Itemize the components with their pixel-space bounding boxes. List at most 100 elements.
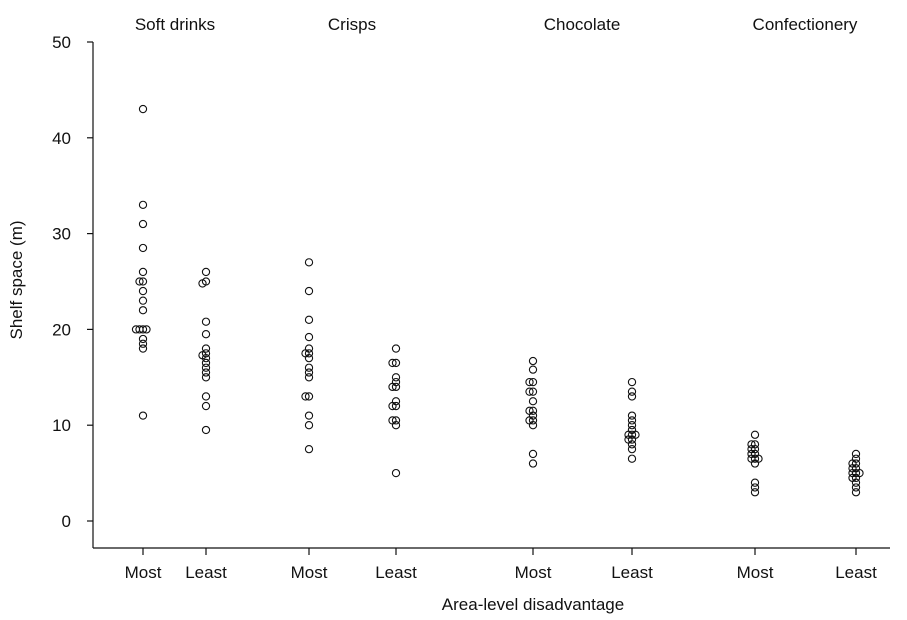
data-point xyxy=(138,200,148,210)
group-label: Chocolate xyxy=(544,15,621,34)
data-point xyxy=(627,454,637,463)
x-tick-label: Most xyxy=(515,563,552,582)
data-point xyxy=(201,363,211,372)
data-point xyxy=(750,483,760,492)
data-points xyxy=(131,104,864,497)
data-point xyxy=(627,411,637,420)
data-point xyxy=(201,368,211,377)
data-point xyxy=(627,435,637,444)
data-point xyxy=(627,444,637,454)
data-point xyxy=(138,334,148,344)
data-point xyxy=(138,339,148,348)
data-point xyxy=(138,219,148,229)
data-point xyxy=(304,286,314,296)
data-point xyxy=(142,325,151,334)
x-tick-label: Most xyxy=(737,563,774,582)
data-point xyxy=(304,353,314,363)
group-label: Soft drinks xyxy=(135,15,215,34)
group-label: Confectionery xyxy=(753,15,858,34)
data-point xyxy=(388,358,397,368)
x-tick-label: Least xyxy=(611,563,653,582)
data-point xyxy=(138,243,148,253)
data-point xyxy=(388,401,397,411)
x-ticks: Most Least Most Least Most Least Most Least xyxy=(125,548,877,582)
y-tick-label: 50 xyxy=(52,33,71,52)
data-point xyxy=(138,411,148,420)
y-tick-label: 20 xyxy=(52,320,71,339)
data-point xyxy=(201,373,211,382)
data-point xyxy=(201,317,211,326)
data-point xyxy=(627,377,637,387)
data-point xyxy=(304,411,314,420)
data-point xyxy=(528,397,538,406)
data-point xyxy=(851,488,861,497)
data-point xyxy=(304,392,314,401)
data-point xyxy=(138,296,148,305)
y-axis-title: Shelf space (m) xyxy=(7,220,26,339)
data-point xyxy=(528,416,538,425)
data-point xyxy=(138,104,148,114)
data-point xyxy=(304,363,314,372)
data-point xyxy=(138,267,148,277)
data-point xyxy=(304,349,314,358)
data-point xyxy=(750,478,760,487)
data-point xyxy=(201,392,211,401)
data-point xyxy=(201,358,211,368)
y-tick-label: 30 xyxy=(52,225,71,244)
data-point xyxy=(304,373,314,382)
data-point xyxy=(201,425,211,435)
data-point xyxy=(750,459,760,468)
data-point xyxy=(750,454,760,463)
data-point xyxy=(391,468,401,478)
data-point xyxy=(851,473,861,483)
data-point xyxy=(201,267,211,277)
y-tick-label: 40 xyxy=(52,129,71,148)
data-point xyxy=(750,430,760,439)
data-point xyxy=(525,377,534,387)
data-point xyxy=(138,306,148,315)
group-label: Crisps xyxy=(328,15,376,34)
data-point xyxy=(528,356,538,366)
x-tick-label: Most xyxy=(291,563,328,582)
data-point xyxy=(627,392,637,401)
data-point xyxy=(304,368,314,377)
data-point xyxy=(528,459,538,468)
data-point xyxy=(627,440,637,449)
data-point xyxy=(138,277,148,286)
x-tick-label: Least xyxy=(835,563,877,582)
data-point xyxy=(851,483,861,492)
data-point xyxy=(201,330,211,339)
axes xyxy=(92,42,890,549)
data-point xyxy=(525,387,534,396)
data-point xyxy=(391,373,401,382)
data-point xyxy=(391,416,401,425)
data-point xyxy=(851,449,861,459)
data-point xyxy=(528,377,538,387)
x-tick-label: Least xyxy=(375,563,417,582)
data-point xyxy=(304,315,314,324)
group-labels: Soft drinks Crisps Chocolate Confectionery xyxy=(135,15,858,34)
data-point xyxy=(201,353,211,363)
data-point xyxy=(301,392,310,401)
data-point xyxy=(138,344,148,353)
data-point xyxy=(138,286,148,296)
data-point xyxy=(201,401,211,411)
data-point xyxy=(528,387,538,396)
x-tick-label: Least xyxy=(185,563,227,582)
data-point xyxy=(201,344,211,353)
data-point xyxy=(627,421,637,430)
y-tick-label: 0 xyxy=(62,512,71,531)
data-point xyxy=(391,382,401,392)
data-point xyxy=(388,382,397,392)
data-point xyxy=(198,279,207,288)
data-point xyxy=(304,421,314,430)
data-point xyxy=(131,325,141,334)
data-point xyxy=(304,332,314,342)
x-axis-title: Area-level disadvantage xyxy=(442,595,624,614)
y-tick-label: 10 xyxy=(52,416,71,435)
data-point xyxy=(304,444,314,454)
data-point xyxy=(391,358,401,368)
data-point xyxy=(627,387,637,396)
x-tick-label: Most xyxy=(125,563,162,582)
